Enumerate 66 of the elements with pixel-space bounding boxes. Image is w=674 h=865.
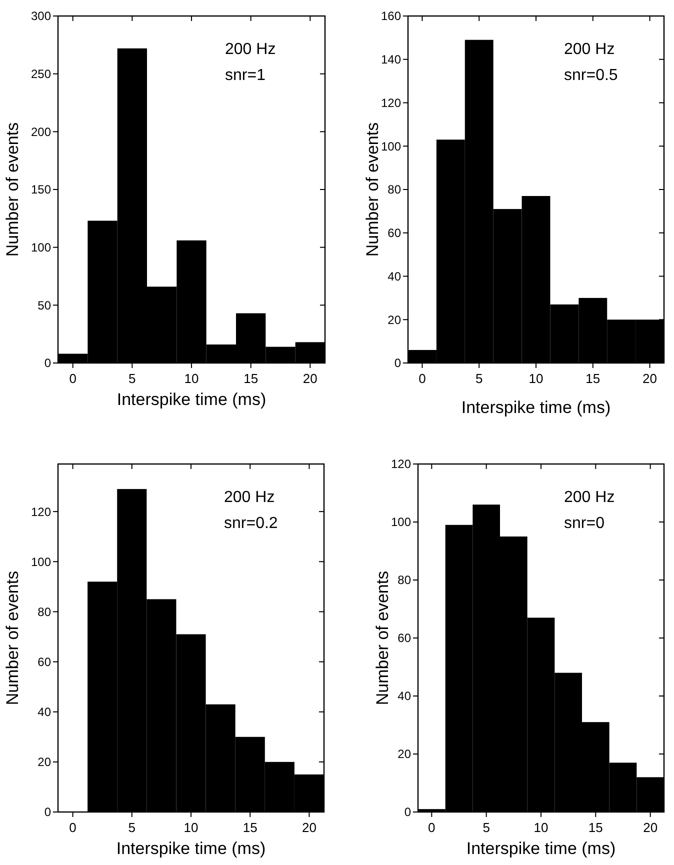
y-tick-label: 300: [30, 9, 52, 24]
x-tick-label: 5: [128, 371, 136, 386]
x-tick-label: 15: [588, 820, 603, 835]
annotation: 200 Hz: [224, 489, 275, 506]
y-tick-label: 140: [380, 52, 402, 67]
y-tick-label: 100: [390, 515, 412, 530]
y-tick-label: 20: [388, 312, 402, 327]
x-tick-label: 0: [69, 820, 76, 835]
y-tick-label: 200: [30, 124, 52, 139]
annotation: 200 Hz: [225, 41, 276, 58]
x-tick-label: 10: [184, 820, 198, 835]
y-tick-label: 40: [388, 269, 402, 284]
annotation: snr=0.2: [224, 515, 278, 532]
x-tick-label: 5: [482, 820, 490, 835]
annotation: snr=1: [225, 67, 266, 84]
x-tick-label: 10: [534, 820, 548, 835]
y-tick-label: 80: [398, 573, 412, 588]
y-tick-label: 160: [380, 9, 402, 24]
x-tick-label: 0: [69, 371, 76, 386]
y-tick-label: 0: [394, 356, 402, 370]
y-tick-label: 60: [38, 654, 52, 669]
y-axis-title: Number of events: [363, 122, 382, 257]
annotation: snr=0: [564, 515, 605, 532]
x-tick-label: 5: [475, 371, 483, 386]
y-tick-label: 100: [380, 139, 402, 154]
annotation: 200 Hz: [564, 489, 615, 506]
y-tick-label: 40: [38, 705, 52, 720]
y-axis-title: Number of events: [3, 570, 22, 706]
x-tick-label: 15: [242, 820, 258, 835]
y-tick-label: 250: [30, 67, 52, 82]
x-tick-label: 10: [528, 371, 544, 386]
y-tick-label: 60: [388, 226, 402, 240]
annotation: snr=0.5: [564, 67, 618, 84]
x-tick-label: 20: [642, 371, 658, 386]
annotation: 200 Hz: [564, 41, 615, 58]
x-tick-label: 20: [302, 820, 316, 835]
y-tick-label: 0: [404, 805, 412, 820]
y-tick-label: 120: [30, 504, 52, 519]
y-tick-label: 80: [388, 182, 402, 197]
y-tick-label: 0: [44, 805, 52, 820]
x-axis-title: Interspike time (ms): [461, 398, 611, 417]
y-axis-title: Number of events: [373, 570, 392, 706]
x-tick-label: 20: [643, 820, 658, 835]
x-tick-label: 5: [128, 820, 136, 835]
x-axis-title: Interspike time (ms): [466, 839, 616, 858]
y-tick-label: 50: [38, 298, 52, 312]
y-tick-label: 80: [38, 604, 52, 619]
x-tick-label: 0: [428, 820, 436, 835]
x-tick-label: 0: [418, 371, 426, 386]
y-tick-label: 40: [398, 689, 412, 704]
y-tick-label: 0: [44, 356, 52, 370]
x-tick-label: 20: [302, 371, 318, 386]
x-axis-title: Interspike time (ms): [116, 390, 266, 409]
y-tick-label: 120: [390, 457, 412, 472]
y-tick-label: 60: [398, 631, 412, 646]
y-axis-title: Number of events: [3, 122, 22, 257]
y-tick-label: 150: [30, 182, 52, 197]
y-tick-label: 100: [30, 240, 52, 255]
x-tick-label: 15: [586, 371, 600, 386]
x-tick-label: 10: [184, 371, 199, 386]
x-axis-title: Interspike time (ms): [116, 839, 266, 858]
y-tick-label: 120: [380, 96, 402, 110]
y-tick-label: 20: [398, 747, 412, 762]
y-tick-label: 20: [38, 755, 52, 770]
y-tick-label: 100: [30, 554, 52, 569]
x-tick-label: 15: [244, 371, 258, 386]
